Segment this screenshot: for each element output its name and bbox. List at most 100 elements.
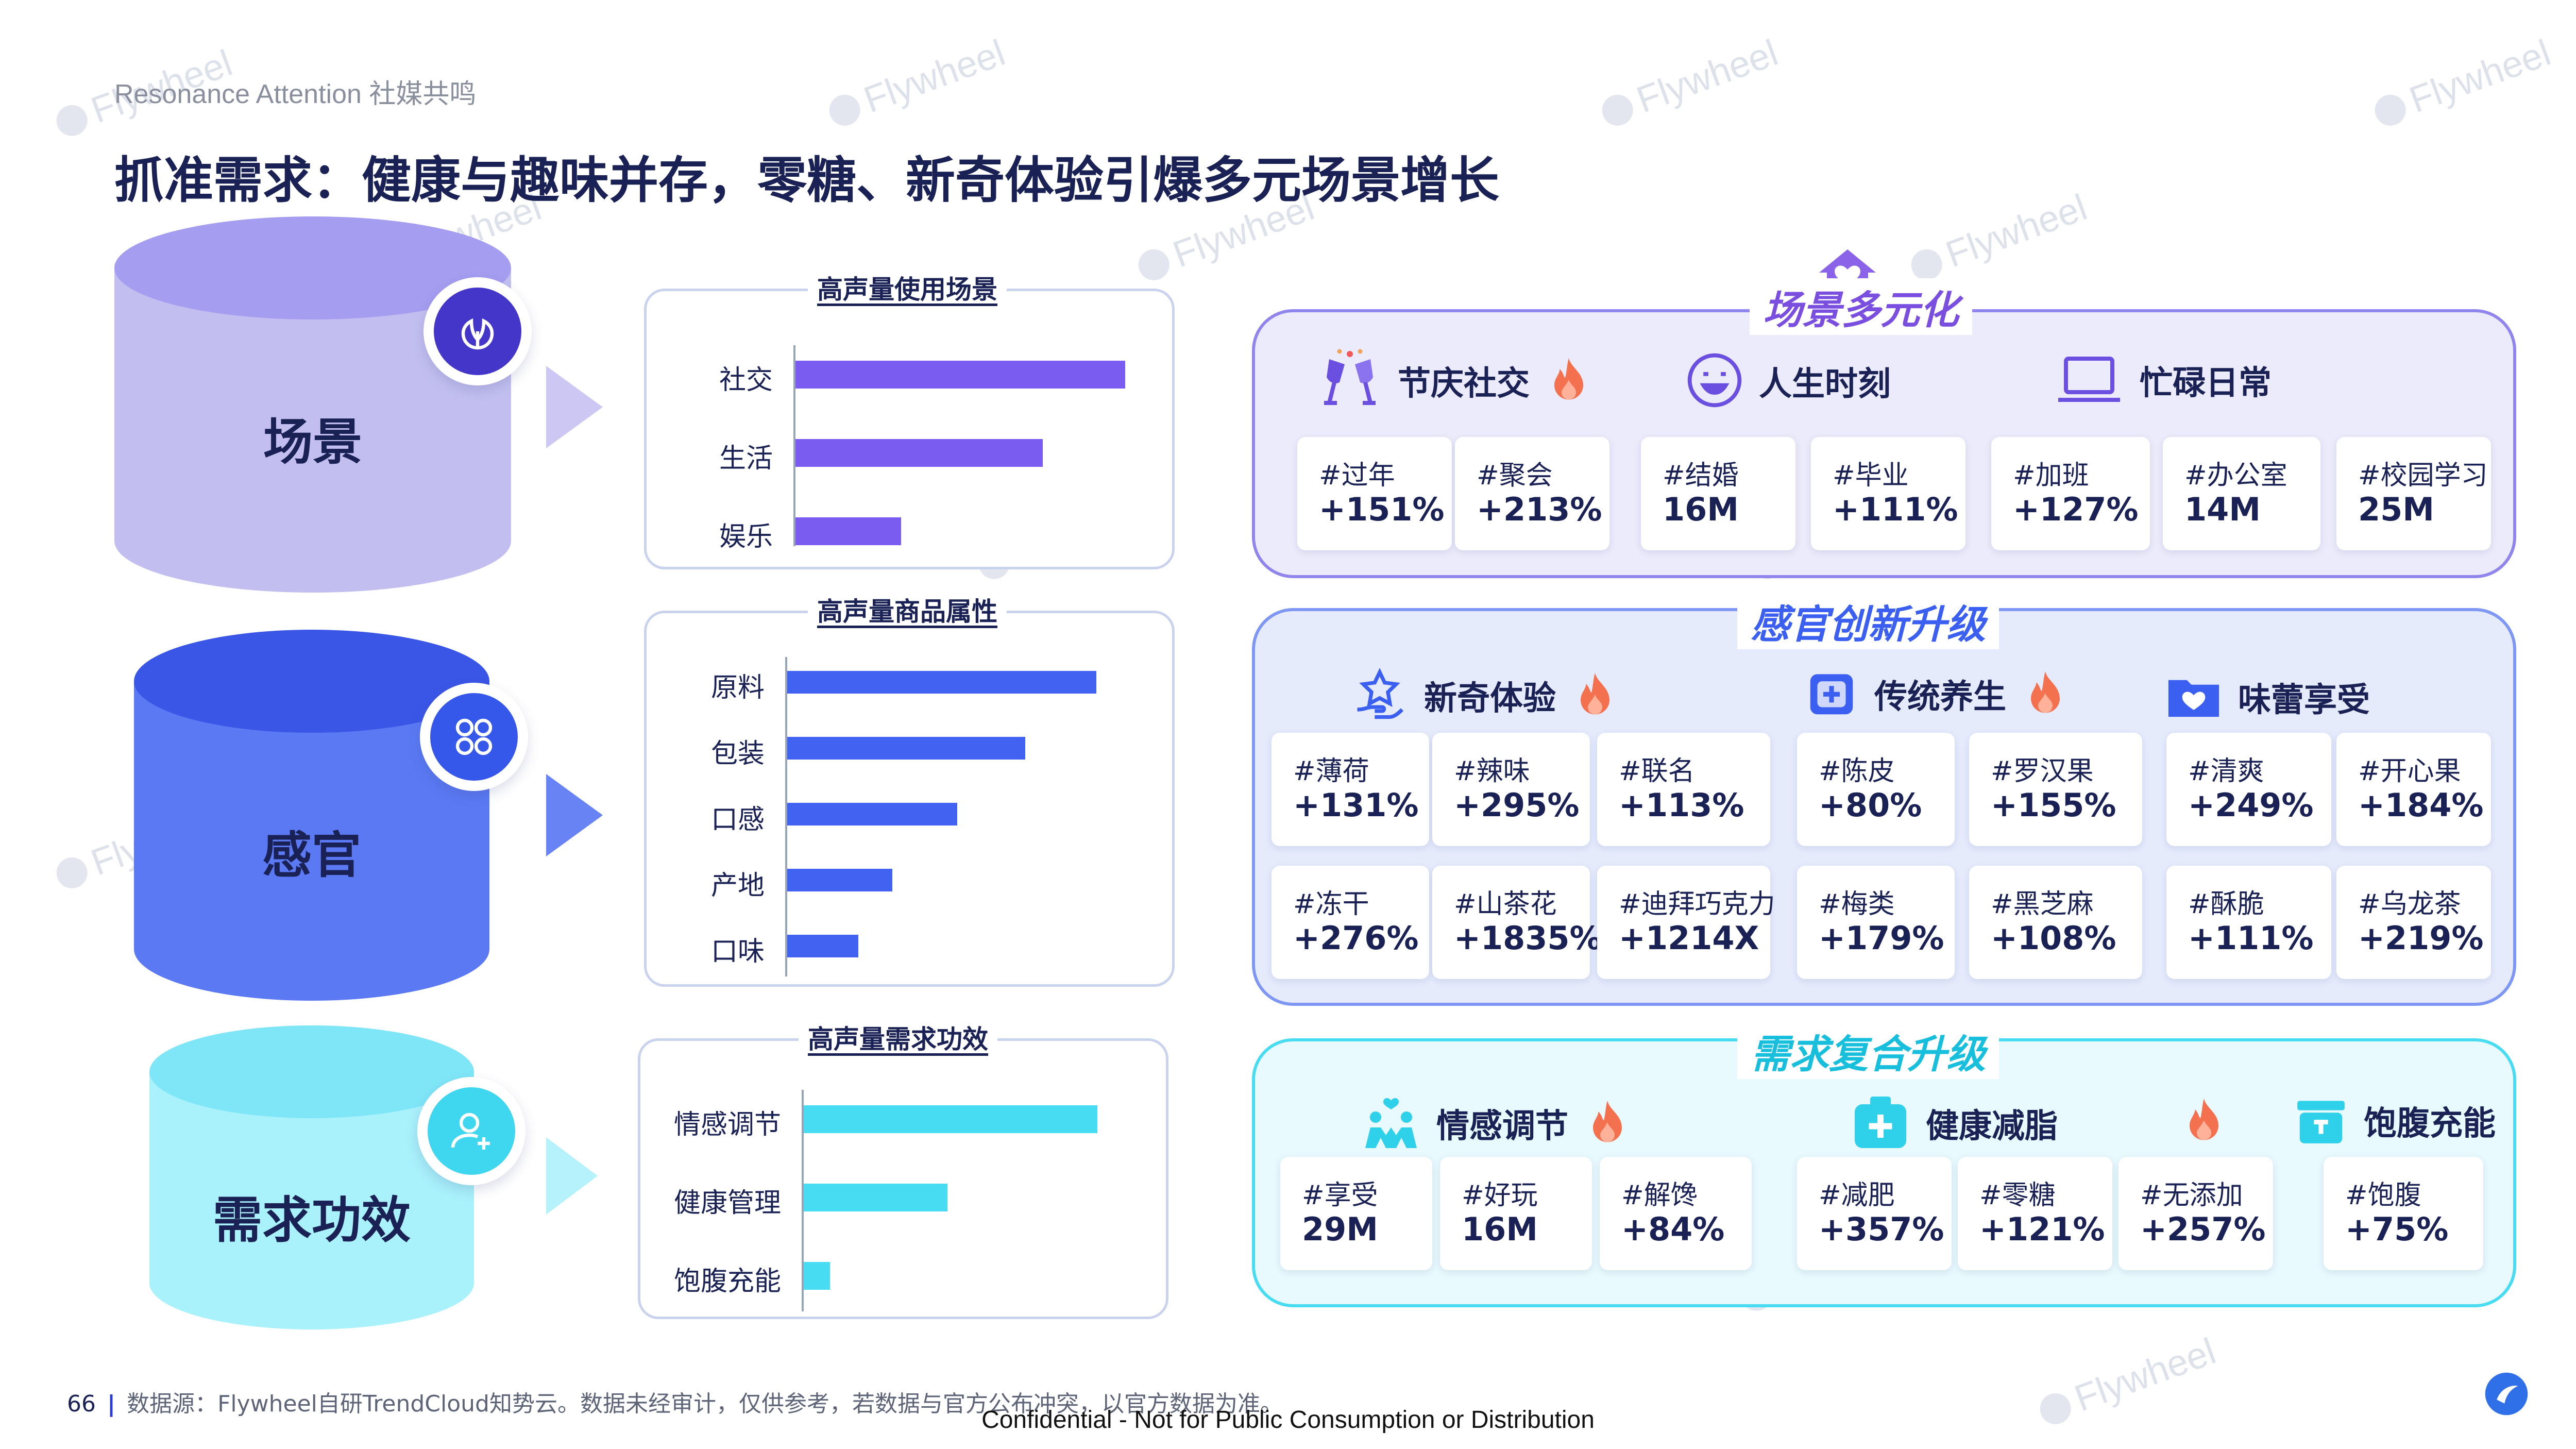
chart-panel-needs (638, 1038, 1168, 1319)
bar (787, 935, 858, 957)
bar (787, 869, 892, 891)
metric-value: +151% (1319, 491, 1445, 528)
metric-card: #结婚 16M (1641, 437, 1795, 550)
metric-value: +357% (1819, 1210, 1944, 1248)
flywheel-logo-icon (52, 853, 92, 893)
hashtag-label: #联名 (1619, 756, 1695, 787)
chart-title: 高声量商品属性 (808, 591, 1007, 628)
metric-card: #加班 +127% (1991, 437, 2150, 550)
hashtag-label: #冻干 (1293, 889, 1369, 920)
hashtag-label: #陈皮 (1819, 756, 1895, 787)
chart-axis (793, 345, 795, 546)
metric-card: #过年 +151% (1297, 437, 1452, 550)
hashtag-label: #办公室 (2184, 460, 2287, 491)
group-header: 饱腹充能 (2293, 1091, 2496, 1150)
metric-value: 14M (2184, 491, 2261, 528)
page-title: 抓准需求：健康与趣味并存，零糖、新奇体验引爆多元场景增长 (114, 151, 1499, 209)
group-name: 情感调节 (1436, 1107, 1568, 1145)
metric-card: #冻干 +276% (1272, 866, 1429, 979)
hashtag-label: #梅类 (1819, 889, 1895, 920)
watermark: Flywheel (1596, 31, 1784, 134)
metric-card: #酥脆 +111% (2166, 866, 2331, 979)
arrow-right-icon (546, 1137, 598, 1215)
group-name: 饱腹充能 (2364, 1105, 2496, 1143)
metric-card: #薄荷 +131% (1272, 733, 1429, 846)
hashtag-label: #校园学习 (2358, 460, 2488, 491)
metric-value: 25M (2358, 491, 2434, 528)
flywheel-logo-icon (2370, 90, 2411, 130)
flywheel-logo-icon (825, 90, 865, 130)
pillar-icon-badge (417, 1077, 526, 1185)
metric-value: +121% (1979, 1210, 2105, 1248)
category-label: 情感调节 (673, 1109, 781, 1140)
bar (795, 439, 1043, 467)
pillar-icon-badge (420, 683, 528, 791)
pillar-sense: 感官 (134, 630, 489, 1001)
chart-title: 高声量使用场景 (808, 269, 1007, 306)
metric-value: +179% (1819, 919, 1944, 957)
metric-value: +276% (1293, 919, 1419, 957)
category-label: 健康管理 (673, 1188, 781, 1219)
group-header: 传统养生 (1803, 665, 2067, 723)
section-title: 需求复合升级 (1737, 1022, 1999, 1079)
bar (787, 671, 1096, 694)
category-label: 生活 (719, 443, 773, 474)
metric-value: +131% (1293, 786, 1419, 824)
hashtag-label: #过年 (1319, 460, 1395, 491)
section-title: 感官创新升级 (1737, 593, 1999, 649)
group-name: 忙碌日常 (2140, 364, 2272, 402)
bar (804, 1262, 831, 1290)
pillar-demand: 需求功效 (149, 1025, 474, 1329)
metric-value: +113% (1619, 786, 1744, 824)
pillar-icon-badge (423, 277, 532, 385)
metric-card: #聚会 +213% (1455, 437, 1609, 550)
category-label: 娱乐 (719, 521, 773, 552)
metric-card: #清爽 +249% (2166, 733, 2331, 846)
metric-card: #毕业 +111% (1811, 437, 1965, 550)
metric-value: +1835% (1454, 919, 1602, 957)
hashtag-label: #黑芝麻 (1991, 889, 2094, 920)
metric-card: #联名 +113% (1597, 733, 1770, 846)
chart-panel-scenes (644, 289, 1175, 569)
category-label: 产地 (710, 870, 765, 901)
confidential-notice: Confidential - Not for Public Consumptio… (981, 1406, 1595, 1434)
metric-card: #山茶花 +1835% (1432, 866, 1602, 979)
category-label: 社交 (719, 365, 773, 396)
metric-card: #陈皮 +80% (1797, 733, 1955, 846)
group-header: 节庆社交 (1316, 346, 1590, 415)
hashtag-label: #饱腹 (2345, 1180, 2421, 1211)
hashtag-label: #加班 (2013, 460, 2089, 491)
hashtag-label: #零糖 (1979, 1180, 2056, 1211)
metric-value: 16M (1462, 1210, 1538, 1248)
pillar-label: 感官 (262, 827, 361, 884)
metric-card: #办公室 14M (2163, 437, 2320, 550)
group-header: 味蕾享受 (2164, 668, 2370, 727)
first-aid-icon (1850, 1091, 1911, 1155)
hashtag-label: #辣味 (1454, 756, 1530, 787)
source-note: 数据源：Flywheel自研TrendCloud知势云。数据未经审计，仅供参考，… (127, 1391, 1283, 1417)
metric-value: +84% (1621, 1210, 1725, 1248)
hashtag-label: #乌龙茶 (2358, 889, 2461, 920)
fire-icon (2182, 1094, 2226, 1148)
bar (787, 803, 957, 825)
footer-source: 66 | 数据源：Flywheel自研TrendCloud知势云。数据未经审计，仅供… (67, 1385, 1283, 1418)
metric-value: +111% (1833, 491, 1958, 528)
metric-value: +219% (2358, 919, 2484, 957)
hashtag-label: #好玩 (1462, 1180, 1538, 1211)
category-label: 原料 (710, 672, 765, 703)
hashtag-label: #解馋 (1621, 1180, 1698, 1211)
category-label: 饱腹充能 (673, 1266, 781, 1297)
metric-card: #解馋 +84% (1600, 1157, 1752, 1270)
smile-icon (1685, 350, 1744, 412)
metric-card: #开心果 +184% (2336, 733, 2491, 846)
metric-card: #黑芝麻 +108% (1969, 866, 2142, 979)
pillar-label: 需求功效 (213, 1191, 411, 1249)
group-header: 忙碌日常 (2053, 353, 2272, 407)
metric-value: +184% (2358, 786, 2484, 824)
metric-value: +1214X (1619, 919, 1759, 957)
chart-axis (785, 657, 787, 976)
user-add-icon (428, 1087, 515, 1175)
metric-value: +108% (1991, 919, 2116, 957)
fire-icon (2024, 667, 2067, 721)
hashtag-label: #酥脆 (2188, 889, 2264, 920)
